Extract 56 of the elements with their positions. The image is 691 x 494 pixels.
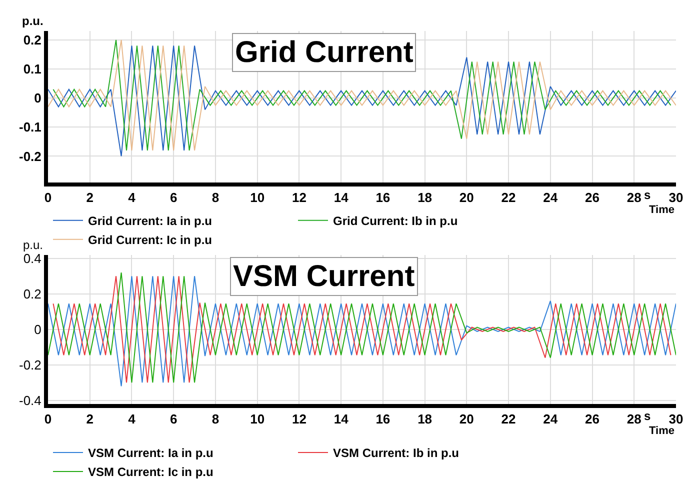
text: s: [644, 409, 651, 423]
x-tick-label: 30: [668, 190, 684, 205]
x-tick-label: 26: [585, 190, 600, 205]
y-axis-title: p.u.: [22, 14, 44, 28]
text: s: [644, 188, 651, 202]
legend-label: VSM Current: Ib in p.u: [333, 446, 459, 460]
legend-label: VSM Current: Ia in p.u: [88, 446, 214, 460]
y-tick-label: 0: [34, 90, 42, 106]
chart-title: Grid Current: [235, 36, 414, 69]
y-tick-label: 0.4: [23, 250, 42, 266]
x-tick-label: 10: [250, 190, 265, 205]
x-tick-label: 22: [501, 190, 516, 205]
x-tick-label: 6: [170, 412, 178, 427]
x-tick-label: 0: [44, 412, 52, 427]
x-axis-title: Time: [649, 425, 674, 437]
legend-label: Grid Current: Ic in p.u: [88, 233, 212, 248]
x-tick-label: 2: [86, 190, 94, 205]
y-tick-label: 0.2: [23, 32, 42, 48]
x-tick-label: 26: [585, 412, 600, 427]
legend-label: Grid Current: Ia in p.u: [88, 214, 212, 228]
chart-title: VSM Current: [233, 260, 415, 293]
y-tick-label: -0.4: [18, 392, 42, 408]
y-axis-title: p.u.: [23, 238, 44, 252]
x-tick-label: 18: [418, 190, 432, 205]
x-tick-label: 2: [86, 412, 94, 427]
legend-label: VSM Current: Ic in p.u: [88, 465, 214, 480]
y-tick-label: -0.1: [18, 120, 42, 135]
legend-label: Grid Current: Ib in p.u: [333, 214, 458, 228]
x-tick-label: 28: [626, 412, 642, 427]
x-tick-label: 14: [334, 190, 350, 205]
x-tick-label: 16: [376, 412, 390, 427]
x-tick-label: 20: [459, 412, 474, 427]
y-tick-label: 0: [34, 322, 42, 337]
y-tick-label: -0.2: [18, 357, 42, 372]
x-tick-label: 10: [250, 412, 265, 427]
x-tick-label: 6: [170, 190, 178, 205]
x-tick-label: 28: [626, 190, 642, 205]
y-tick-label: 0.2: [23, 286, 42, 302]
x-tick-label: 16: [376, 190, 390, 205]
y-tick-label: -0.2: [18, 148, 42, 164]
x-tick-label: 12: [292, 412, 306, 427]
x-tick-label: 22: [501, 412, 516, 427]
x-tick-label: 24: [543, 190, 558, 205]
x-tick-label: 18: [418, 412, 432, 427]
x-tick-label: 12: [292, 190, 306, 205]
x-tick-label: 24: [543, 412, 558, 427]
x-tick-label: 4: [128, 412, 136, 427]
y-tick-label: 0.1: [23, 62, 42, 77]
x-tick-label: 20: [459, 190, 474, 205]
x-tick-label: 4: [128, 190, 136, 205]
x-tick-label: 14: [334, 412, 350, 427]
x-tick-label: 0: [44, 190, 52, 205]
x-tick-label: 8: [212, 190, 220, 205]
x-axis-title: Time: [649, 204, 674, 216]
x-tick-label: 8: [212, 412, 220, 427]
x-tick-label: 30: [668, 412, 684, 427]
